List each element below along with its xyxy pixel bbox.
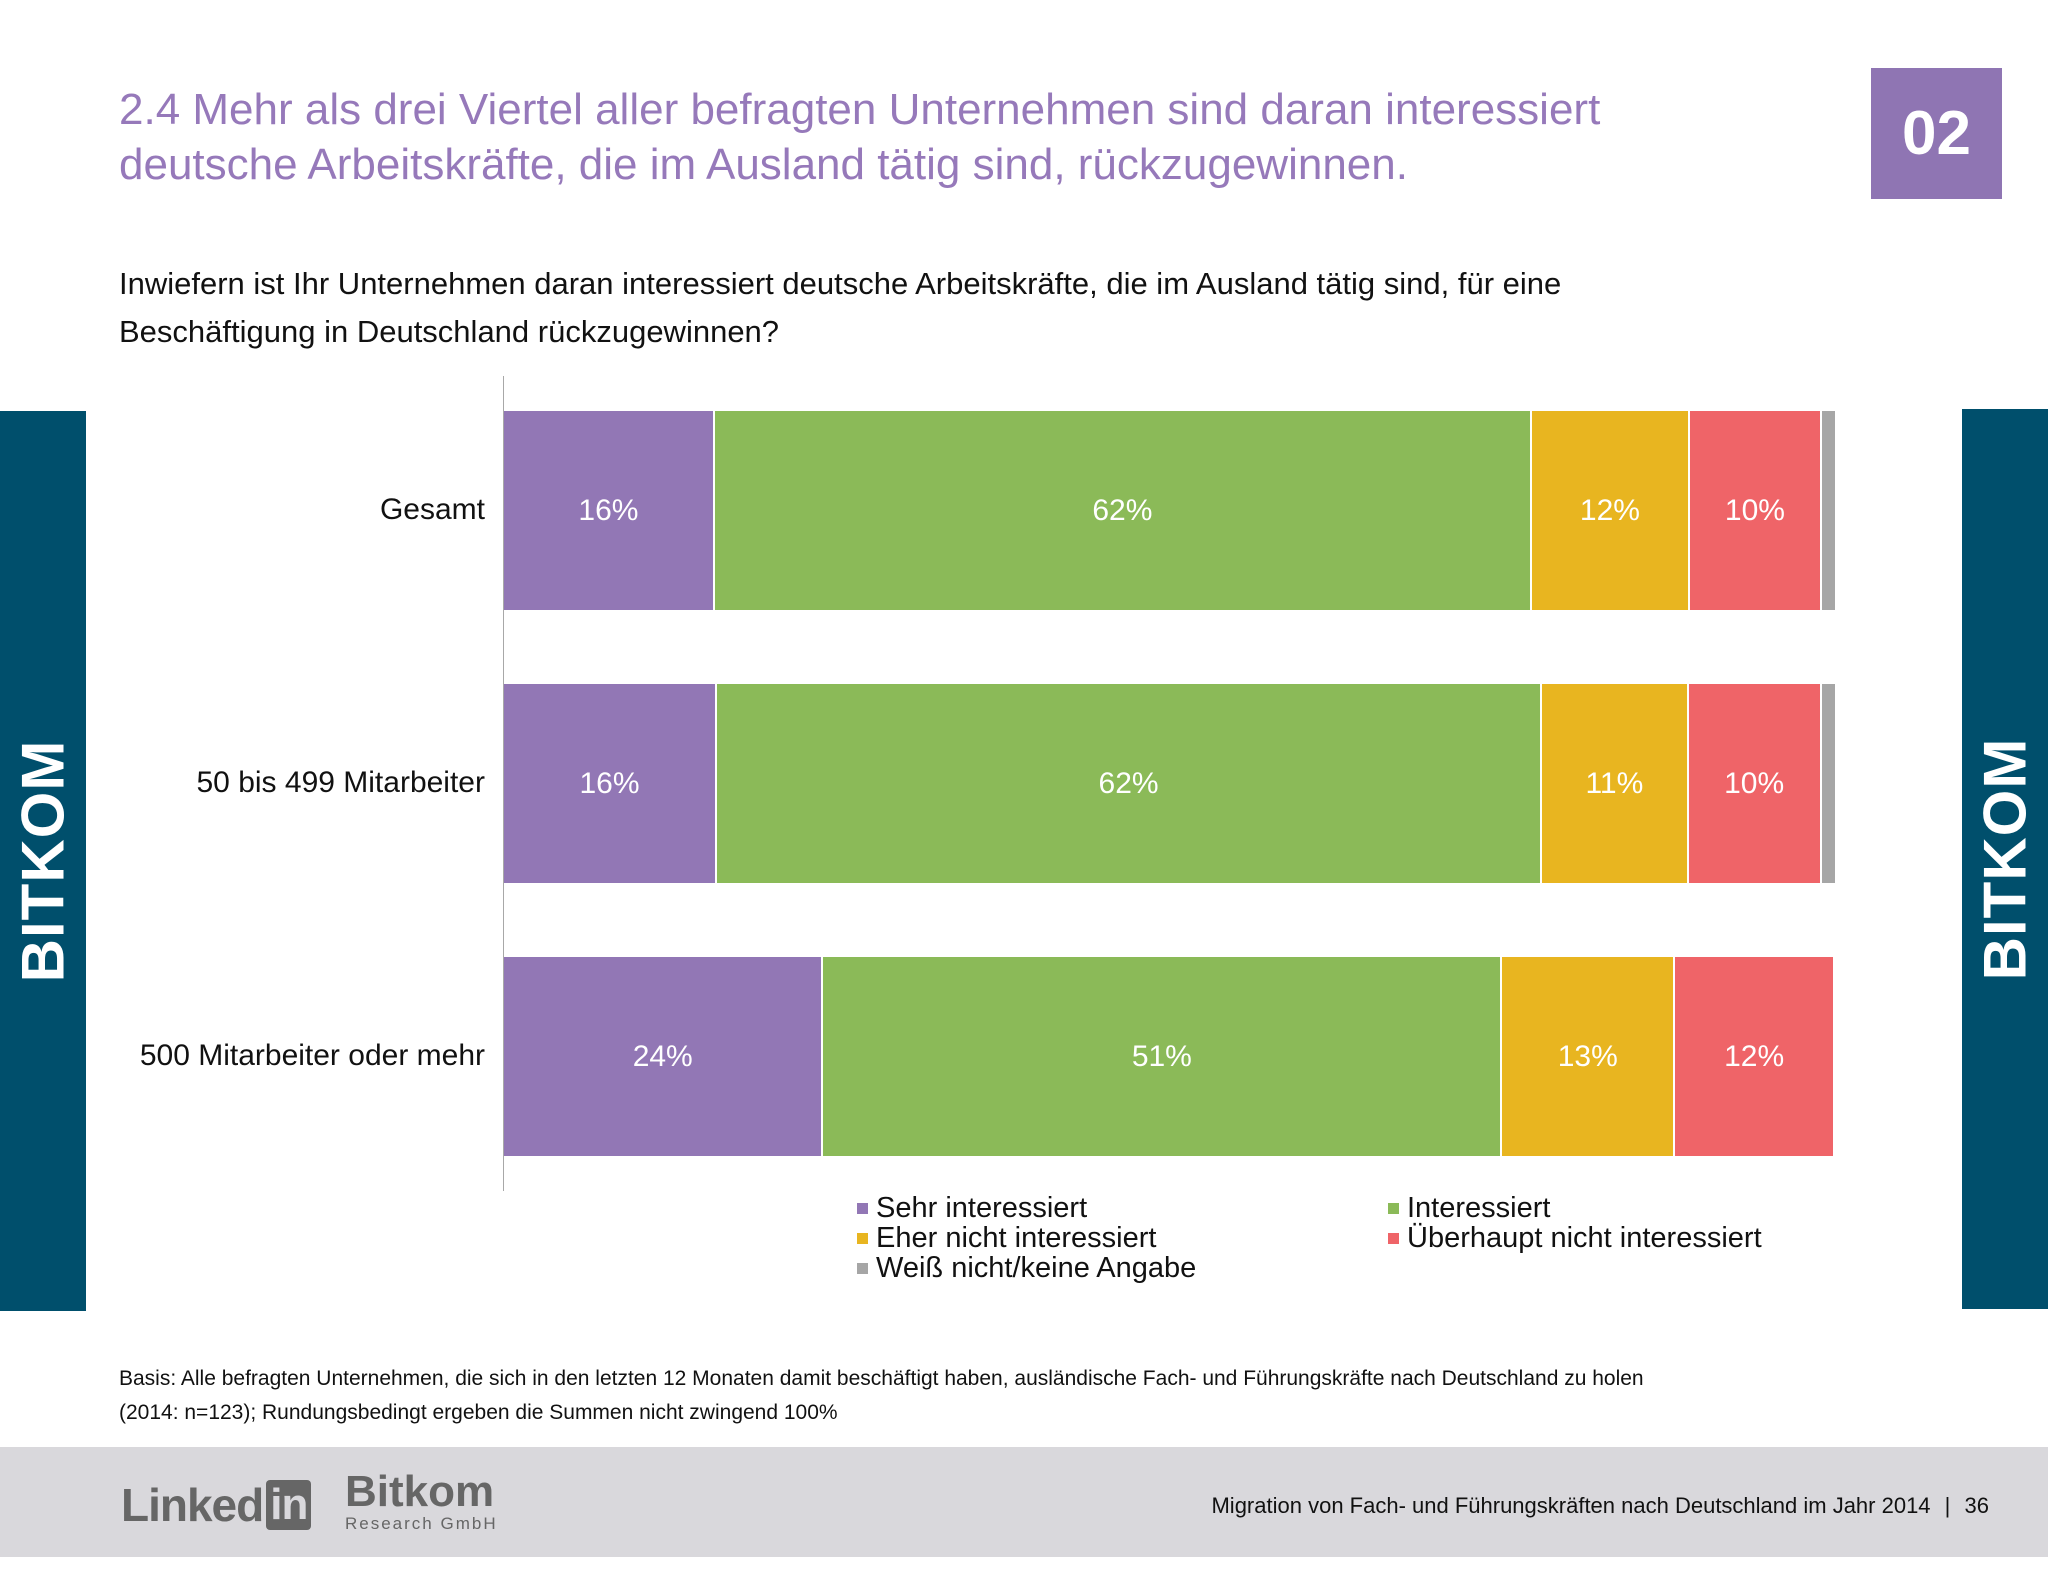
title-line-1: 2.4 Mehr als drei Viertel aller befragte… [119,85,1601,134]
data-label: 12% [1724,1039,1785,1073]
category-axis [503,376,504,1191]
footnote-line-2: (2014: n=123); Rundungsbedingt ergeben d… [119,1401,838,1424]
bar-segment [1821,411,1835,610]
bar-segment: 12% [1531,411,1691,610]
data-label: 10% [1724,493,1785,527]
data-label: 11% [1585,766,1644,800]
data-label: 10% [1724,766,1785,800]
bar-segment: 12% [1675,957,1835,1156]
data-label: 12% [1579,493,1640,527]
bar-segment: 51% [823,957,1503,1156]
legend-swatch [1388,1203,1399,1214]
page-number: 36 [1964,1493,1989,1518]
legend-label: Eher nicht interessiert [876,1222,1157,1254]
separator: | [1944,1493,1951,1518]
data-label: 62% [1098,766,1159,800]
survey-question: Inwiefern ist Ihr Unternehmen daran inte… [119,260,1769,356]
footer-text: Migration von Fach- und Führungskräften … [1211,1493,1989,1519]
bar-segment: 10% [1690,411,1822,610]
question-line-2: Beschäftigung in Deutschland rückzugewin… [119,314,780,349]
data-label: 16% [579,766,640,800]
bar-segment: 13% [1502,957,1676,1156]
legend-swatch [857,1263,868,1274]
bar-segment: 11% [1542,684,1689,883]
bar-segment: 24% [504,957,824,1156]
data-label: 51% [1131,1039,1192,1073]
category-label: 500 Mitarbeiter oder mehr [139,1038,485,1072]
sidebar-left-brand: BITKOM [0,411,86,1311]
bar-segment: 10% [1688,684,1822,883]
title-line-2: deutsche Arbeitskräfte, die im Ausland t… [119,140,1408,189]
category-label: 50 bis 499 Mitarbeiter [196,765,486,799]
bitkom-logo-text: Bitkom [345,1467,495,1516]
legend-item: Überhaupt nicht interessiert [1388,1222,1762,1255]
legend-label: Sehr interessiert [876,1192,1088,1224]
data-label: 24% [632,1039,693,1073]
legend-swatch [857,1233,868,1244]
legend-item: Weiß nicht/keine Angabe [857,1252,1196,1285]
chapter-badge: 02 [1871,68,2002,199]
legend-label: Weiß nicht/keine Angabe [876,1252,1197,1284]
bar-segment [1821,684,1835,883]
bar-segment: 16% [504,684,717,883]
bitkom-logo-subtext: Research GmbH [345,1514,498,1533]
bar-segment: 62% [714,411,1532,610]
brand-text: BITKOM [9,739,77,983]
bar-segment: 16% [504,411,715,610]
legend-label: Interessiert [1407,1192,1551,1224]
bitkom-research-logo: Bitkom Research GmbH [345,1470,498,1534]
legend-label: Überhaupt nicht interessiert [1407,1222,1762,1254]
linkedin-logo: Linked in [121,1478,312,1532]
footnote: Basis: Alle befragten Unternehmen, die s… [119,1362,1919,1430]
data-label: 62% [1092,493,1153,527]
category-label: Gesamt [379,492,485,526]
legend-swatch [857,1203,868,1214]
legend-item: Sehr interessiert [857,1192,1087,1225]
legend-swatch [1388,1233,1399,1244]
legend-item: Interessiert [1388,1192,1550,1225]
data-label: 13% [1557,1039,1618,1073]
sidebar-right-brand: BITKOM [1962,409,2048,1309]
legend-item: Eher nicht interessiert [857,1222,1156,1255]
brand-text: BITKOM [1971,737,2039,981]
report-title: Migration von Fach- und Führungskräften … [1211,1493,1931,1518]
footnote-line-1: Basis: Alle befragten Unternehmen, die s… [119,1367,1644,1390]
data-label: 16% [578,493,639,527]
page-title: 2.4 Mehr als drei Viertel aller befragte… [119,82,1819,192]
bar-segment: 62% [716,684,1543,883]
footer-band [0,1447,2048,1557]
question-line-1: Inwiefern ist Ihr Unternehmen daran inte… [119,266,1562,301]
